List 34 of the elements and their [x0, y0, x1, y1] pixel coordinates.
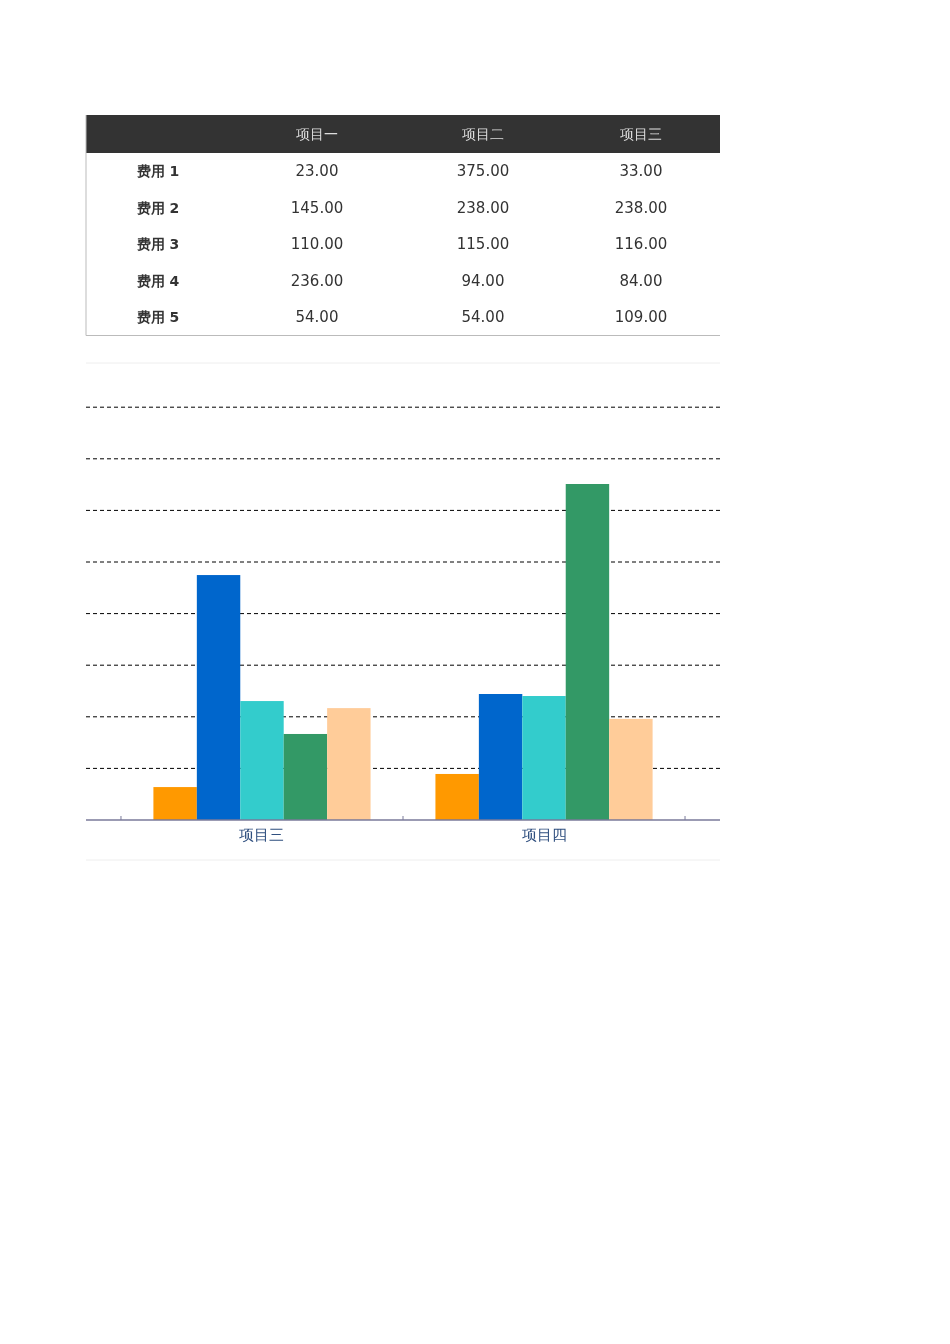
data-label: 375.00 [456, 162, 510, 181]
category-label: 项目一 [296, 126, 338, 142]
category-label: 项目三 [620, 126, 662, 142]
bar [327, 708, 371, 820]
bar [565, 484, 610, 820]
data-label: 238.00 [614, 198, 668, 217]
bar [153, 787, 197, 820]
bar [609, 718, 653, 820]
data-label: 115.00 [456, 235, 510, 254]
data-label: 109.00 [614, 308, 668, 327]
data-label: 54.00 [461, 308, 505, 327]
bar [435, 773, 479, 820]
bar [196, 575, 241, 820]
text: 费用 3 [135, 236, 180, 253]
bar [240, 701, 284, 820]
data-label: 238.00 [456, 198, 510, 217]
data-label: 145.00 [290, 198, 344, 217]
text: 费用 2 [135, 199, 180, 216]
text: 费用 1 [135, 163, 180, 180]
x-tick-label: 项目四 [521, 826, 567, 844]
text: 费用 5 [135, 309, 180, 326]
text: 费用 4 [135, 272, 180, 289]
data-label: 84.00 [619, 271, 663, 290]
data-label: 94.00 [461, 271, 505, 290]
data-label: 110.00 [290, 235, 344, 254]
bar [522, 696, 566, 820]
bar [283, 733, 328, 820]
data-label: 116.00 [614, 235, 668, 254]
data-label: 54.00 [295, 308, 339, 327]
category-label: 项目二 [462, 126, 504, 142]
data-label: 23.00 [295, 162, 339, 181]
data-label: 33.00 [619, 162, 663, 181]
bar [478, 694, 523, 820]
data-label: 236.00 [290, 271, 344, 290]
